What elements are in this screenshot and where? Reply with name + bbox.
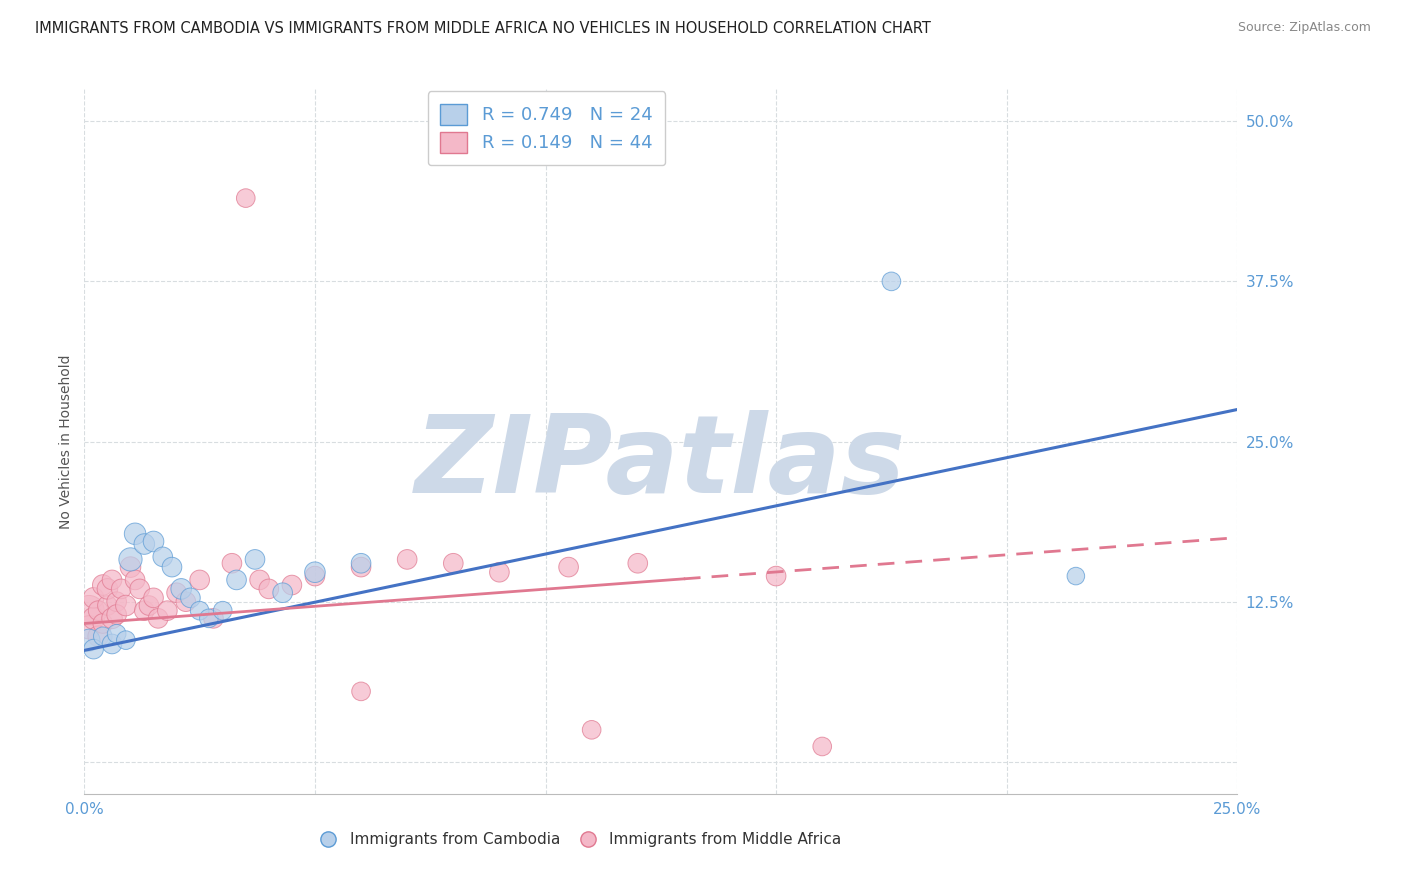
Point	[83, 591, 105, 605]
Point	[91, 578, 114, 592]
Point	[179, 591, 201, 605]
Point	[134, 604, 156, 618]
Point	[120, 560, 142, 574]
Text: Source: ZipAtlas.com: Source: ZipAtlas.com	[1237, 21, 1371, 35]
Point	[202, 611, 225, 625]
Point	[124, 573, 146, 587]
Point	[105, 595, 128, 609]
Point	[166, 585, 188, 599]
Point	[188, 573, 211, 587]
Point	[304, 566, 326, 580]
Point	[128, 582, 150, 596]
Point	[96, 582, 118, 596]
Point	[281, 578, 304, 592]
Point	[557, 560, 579, 574]
Point	[77, 604, 100, 618]
Legend: Immigrants from Cambodia, Immigrants from Middle Africa: Immigrants from Cambodia, Immigrants fro…	[314, 826, 848, 853]
Point	[138, 599, 160, 613]
Point	[1064, 569, 1087, 583]
Point	[91, 616, 114, 631]
Point	[243, 552, 266, 566]
Point	[87, 629, 110, 643]
Point	[174, 595, 197, 609]
Point	[235, 191, 257, 205]
Point	[811, 739, 834, 754]
Point	[156, 604, 179, 618]
Point	[170, 582, 193, 596]
Point	[142, 534, 165, 549]
Point	[211, 604, 233, 618]
Point	[142, 591, 165, 605]
Point	[350, 560, 373, 574]
Point	[160, 560, 183, 574]
Point	[134, 537, 156, 551]
Point	[581, 723, 603, 737]
Point	[350, 684, 373, 698]
Text: ZIPatlas: ZIPatlas	[415, 409, 907, 516]
Point	[105, 626, 128, 640]
Point	[249, 573, 271, 587]
Point	[91, 629, 114, 643]
Point	[488, 566, 510, 580]
Point	[221, 556, 243, 570]
Point	[101, 573, 124, 587]
Point	[257, 582, 280, 596]
Point	[83, 611, 105, 625]
Point	[77, 633, 100, 648]
Point	[77, 620, 100, 634]
Point	[880, 274, 903, 288]
Point	[115, 633, 138, 648]
Point	[146, 611, 169, 625]
Point	[350, 556, 373, 570]
Point	[87, 604, 110, 618]
Point	[225, 573, 247, 587]
Point	[96, 599, 118, 613]
Point	[83, 642, 105, 657]
Point	[124, 526, 146, 541]
Point	[441, 556, 464, 570]
Point	[152, 549, 174, 564]
Point	[105, 607, 128, 622]
Point	[101, 611, 124, 625]
Point	[304, 569, 326, 583]
Point	[765, 569, 787, 583]
Point	[198, 611, 221, 625]
Point	[271, 585, 294, 599]
Point	[188, 604, 211, 618]
Point	[627, 556, 650, 570]
Point	[115, 599, 138, 613]
Text: IMMIGRANTS FROM CAMBODIA VS IMMIGRANTS FROM MIDDLE AFRICA NO VEHICLES IN HOUSEHO: IMMIGRANTS FROM CAMBODIA VS IMMIGRANTS F…	[35, 21, 931, 37]
Point	[101, 637, 124, 651]
Y-axis label: No Vehicles in Household: No Vehicles in Household	[59, 354, 73, 529]
Point	[120, 552, 142, 566]
Point	[396, 552, 419, 566]
Point	[110, 582, 132, 596]
